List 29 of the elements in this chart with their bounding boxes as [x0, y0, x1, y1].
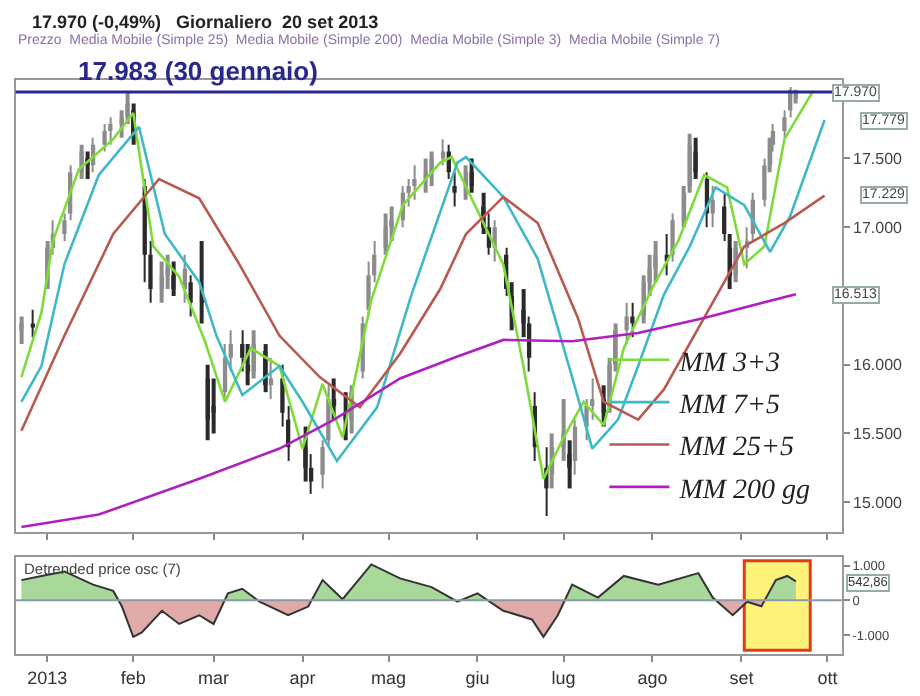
- x-tick-label: ago: [637, 667, 668, 688]
- x-tick-label: 2013: [27, 667, 68, 688]
- legend-label: MM 200 gg: [677, 475, 811, 506]
- legend-label: MM 25+5: [677, 433, 794, 464]
- x-tick-label: feb: [120, 667, 146, 688]
- candlestick: [383, 213, 388, 255]
- x-tick-label: ott: [817, 667, 839, 688]
- candlestick: [19, 316, 24, 345]
- chart-title: 17.970 (-0,49%) Giornaliero 20 set 2013: [32, 12, 379, 32]
- candlestick: [469, 158, 474, 193]
- y-tick-label: 16.000: [853, 356, 904, 375]
- x-tick-label: mar: [198, 667, 230, 688]
- ref-line-label: 17.983 (30 gennaio): [78, 56, 318, 86]
- y-tick-label: 17.000: [853, 218, 904, 237]
- candlestick: [567, 440, 572, 489]
- y-tick-label: 17.500: [853, 150, 904, 169]
- x-tick-label: set: [729, 667, 755, 688]
- candlestick: [693, 137, 698, 180]
- x-tick-label: lug: [551, 667, 576, 688]
- candlestick: [171, 261, 176, 296]
- y-tick-label: 15.500: [853, 425, 904, 444]
- x-tick-label: apr: [289, 667, 316, 688]
- line-series: [20, 177, 826, 432]
- legend-label: MM 3+3: [677, 348, 780, 379]
- y-tick-label: 15.000: [853, 493, 904, 512]
- x-tick-label: mag: [371, 667, 407, 688]
- x-tick-label: giu: [465, 667, 490, 688]
- legend-label: MM 7+5: [677, 391, 780, 422]
- candlestick: [205, 364, 210, 441]
